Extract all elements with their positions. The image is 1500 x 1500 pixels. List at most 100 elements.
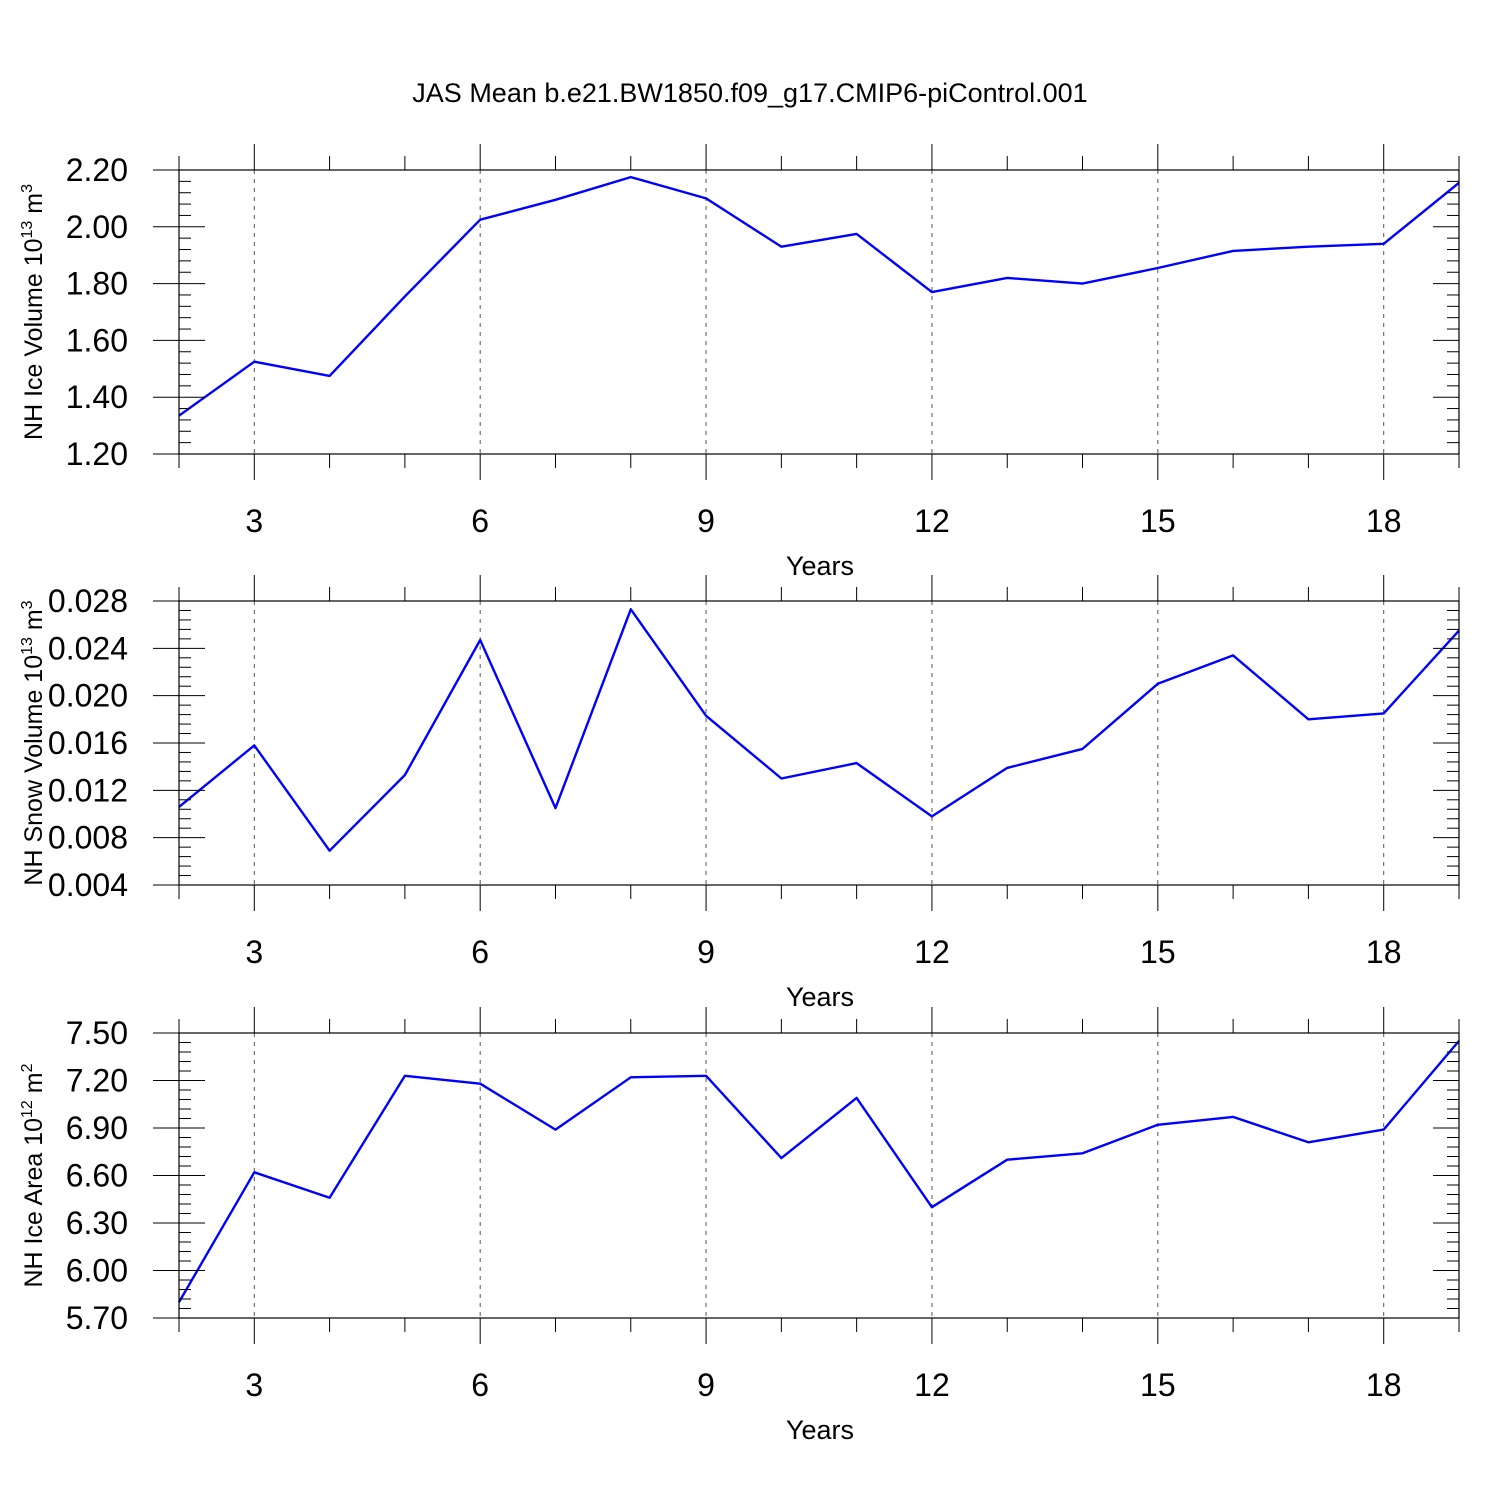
y-tick-label: 1.40 xyxy=(66,379,128,415)
data-point xyxy=(1005,1158,1009,1162)
panel-snow-volume: 3 6 9 12 15 18 Years 0.004 0.008 0.012 0.016 0.020 0… xyxy=(19,575,1460,1012)
series-line xyxy=(178,175,1460,417)
y-tick-label: 6.00 xyxy=(66,1253,128,1289)
x-tick-label: 3 xyxy=(245,1367,263,1403)
y-axis-label: NH Ice Volume 1013 m3 xyxy=(19,184,48,440)
data-point xyxy=(855,1096,859,1100)
data-point xyxy=(328,1196,332,1200)
data-point xyxy=(1231,653,1235,657)
x-tick-label: 15 xyxy=(1140,503,1176,539)
series-line xyxy=(178,608,1460,852)
y-tick-label: 2.20 xyxy=(66,152,128,188)
data-point xyxy=(629,175,633,179)
data-point xyxy=(1382,1128,1386,1132)
x-tick-label: 9 xyxy=(697,1367,715,1403)
data-point xyxy=(930,814,934,818)
data-point xyxy=(855,761,859,765)
data-point xyxy=(1306,717,1310,721)
data-point xyxy=(252,1170,256,1174)
data-point xyxy=(1081,282,1085,286)
y-tick-label: 7.50 xyxy=(66,1015,128,1051)
y-tick-label: 0.008 xyxy=(48,820,128,856)
data-point xyxy=(1306,245,1310,249)
data-point xyxy=(478,1082,482,1086)
y-axis-label: NH Ice Area 1012 m2 xyxy=(19,1063,48,1287)
x-tick-label: 18 xyxy=(1366,1367,1402,1403)
x-tick-label: 15 xyxy=(1140,1367,1176,1403)
x-tick-label: 6 xyxy=(471,1367,489,1403)
y-tick-label: 1.60 xyxy=(66,322,128,358)
y-tick-label: 1.20 xyxy=(66,436,128,472)
x-tick-label: 6 xyxy=(471,503,489,539)
data-point xyxy=(779,777,783,781)
x-tick-label: 18 xyxy=(1366,934,1402,970)
data-point xyxy=(1156,1123,1160,1127)
y-tick-label: 0.004 xyxy=(48,867,128,903)
plot-frame xyxy=(178,169,1460,455)
data-point xyxy=(779,245,783,249)
data-point xyxy=(1156,682,1160,686)
data-point xyxy=(1382,242,1386,246)
y-axis-label: NH Snow Volume 1013 m3 xyxy=(19,600,48,885)
y-tick-label: 0.024 xyxy=(48,630,128,666)
y-tick-label: 0.012 xyxy=(48,772,128,808)
data-point xyxy=(252,743,256,747)
data-point xyxy=(855,232,859,236)
data-point xyxy=(403,773,407,777)
x-tick-label: 18 xyxy=(1366,503,1402,539)
x-tick-label: 12 xyxy=(914,934,950,970)
data-point xyxy=(779,1156,783,1160)
data-point xyxy=(553,806,557,810)
x-axis-label: Years xyxy=(786,982,854,1012)
x-tick-label: 3 xyxy=(245,503,263,539)
data-point xyxy=(1081,747,1085,751)
y-tick-label: 0.020 xyxy=(48,678,128,714)
y-tick-label: 6.60 xyxy=(66,1158,128,1194)
data-point xyxy=(252,360,256,364)
data-point xyxy=(629,607,633,611)
x-axis-label: Years xyxy=(786,551,854,581)
data-point xyxy=(1005,766,1009,770)
data-point xyxy=(328,374,332,378)
data-point xyxy=(1081,1151,1085,1155)
x-tick-label: 12 xyxy=(914,1367,950,1403)
y-tick-label: 2.00 xyxy=(66,209,128,245)
data-point xyxy=(1156,266,1160,270)
data-point xyxy=(553,1128,557,1132)
panel-ice-volume: 3 6 9 12 15 18 Years 1.20 1.40 1.60 1.80 2.00 2.20 NH… xyxy=(19,144,1460,581)
panel-ice-area: 3 6 9 12 15 18 Years 5.70 6.00 6.30 6.60 6.90 7.20 7.… xyxy=(19,1007,1460,1445)
y-tick-label: 6.90 xyxy=(66,1110,128,1146)
data-point xyxy=(478,638,482,642)
y-tick-label: 6.30 xyxy=(66,1205,128,1241)
data-point xyxy=(1306,1140,1310,1144)
plot-frame xyxy=(178,600,1460,886)
data-point xyxy=(629,1075,633,1079)
series-line xyxy=(177,1040,1460,1303)
y-tick-label: 1.80 xyxy=(66,266,128,302)
data-point xyxy=(1231,1115,1235,1119)
data-point xyxy=(478,218,482,222)
data-point xyxy=(1231,249,1235,253)
data-point xyxy=(328,849,332,853)
y-tick-label: 0.028 xyxy=(48,583,128,619)
x-tick-label: 9 xyxy=(697,934,715,970)
data-point xyxy=(403,1074,407,1078)
x-tick-label: 15 xyxy=(1140,934,1176,970)
data-point xyxy=(403,294,407,298)
data-point xyxy=(704,196,708,200)
y-tick-label: 7.20 xyxy=(66,1063,128,1099)
x-tick-label: 3 xyxy=(245,934,263,970)
data-point xyxy=(704,1074,708,1078)
x-tick-label: 12 xyxy=(914,503,950,539)
data-point xyxy=(930,290,934,294)
chart-title: JAS Mean b.e21.BW1850.f09_g17.CMIP6-piCo… xyxy=(412,78,1088,108)
y-tick-label: 0.016 xyxy=(48,725,128,761)
data-point xyxy=(1005,276,1009,280)
y-tick-label: 5.70 xyxy=(66,1300,128,1336)
data-point xyxy=(930,1205,934,1209)
x-tick-label: 9 xyxy=(697,503,715,539)
plot-frame xyxy=(178,1032,1460,1319)
data-point xyxy=(704,714,708,718)
x-tick-label: 6 xyxy=(471,934,489,970)
